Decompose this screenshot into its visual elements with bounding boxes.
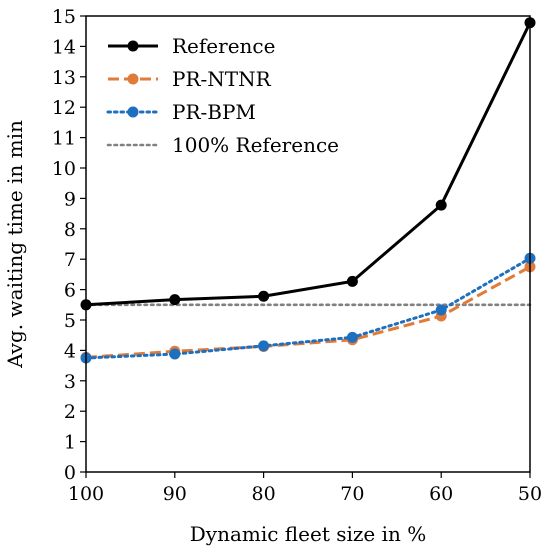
y-tick-label: 13 bbox=[52, 67, 76, 89]
y-tick-label: 4 bbox=[64, 340, 76, 362]
x-tick-label: 60 bbox=[429, 483, 453, 505]
series-pr-ntnr bbox=[80, 261, 536, 363]
legend-label: Reference bbox=[172, 34, 275, 58]
legend-swatch-marker bbox=[127, 40, 139, 52]
legend-swatch-marker bbox=[127, 106, 139, 118]
data-point bbox=[346, 331, 358, 343]
legend-swatch-marker bbox=[127, 73, 139, 85]
legend-item: PR-NTNR bbox=[108, 67, 272, 91]
data-point bbox=[169, 348, 181, 360]
y-tick-label: 2 bbox=[64, 401, 76, 423]
legend-label: PR-BPM bbox=[172, 100, 256, 124]
series-layer bbox=[80, 17, 536, 364]
legend-item: 100% Reference bbox=[106, 133, 339, 157]
y-tick-label: 14 bbox=[52, 36, 76, 58]
y-tick-label: 12 bbox=[52, 97, 76, 119]
y-tick-label: 3 bbox=[64, 371, 76, 393]
y-tick-label: 8 bbox=[64, 219, 76, 241]
series-reference bbox=[80, 17, 536, 311]
y-tick-label: 9 bbox=[64, 188, 76, 210]
x-tick-label: 50 bbox=[518, 483, 542, 505]
y-tick-label: 10 bbox=[52, 158, 76, 180]
legend-item: Reference bbox=[108, 34, 275, 58]
data-point bbox=[258, 290, 270, 302]
data-point bbox=[435, 304, 447, 316]
legend-label: PR-NTNR bbox=[172, 67, 272, 91]
x-tick-label: 100 bbox=[68, 483, 104, 505]
series-line bbox=[85, 22, 532, 307]
x-axis-label: Dynamic fleet size in % bbox=[190, 522, 427, 546]
data-point bbox=[258, 340, 270, 352]
y-axis-label: Avg. waiting time in min bbox=[3, 120, 27, 369]
series-line bbox=[85, 265, 531, 359]
series-pr-bpm bbox=[80, 252, 536, 364]
data-point bbox=[169, 294, 181, 306]
plot-frame bbox=[85, 15, 531, 473]
x-tick-label: 70 bbox=[340, 483, 364, 505]
y-tick-label: 7 bbox=[64, 249, 76, 271]
legend-label: 100% Reference bbox=[172, 133, 339, 157]
y-tick-label: 1 bbox=[64, 432, 76, 454]
y-tick-label: 11 bbox=[52, 128, 76, 150]
x-tick-label: 90 bbox=[163, 483, 187, 505]
data-point bbox=[346, 275, 358, 287]
y-tick-label: 15 bbox=[52, 6, 76, 28]
legend: Reference PR-NTNR PR-BPM 100% Reference bbox=[106, 34, 339, 157]
data-point bbox=[435, 199, 447, 211]
y-tick-label: 5 bbox=[64, 310, 76, 332]
y-tick-label: 0 bbox=[64, 462, 76, 484]
series-line bbox=[84, 256, 532, 360]
x-tick-label: 80 bbox=[252, 483, 276, 505]
y-tick-label: 6 bbox=[64, 280, 76, 302]
legend-item: PR-BPM bbox=[106, 100, 256, 124]
